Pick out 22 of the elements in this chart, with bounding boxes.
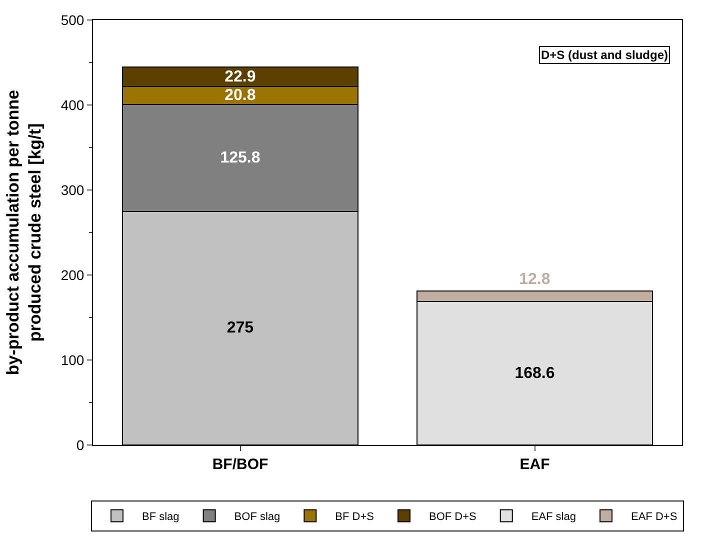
legend-label: BOF D+S [428, 511, 476, 524]
data-label: 22.9 [224, 68, 256, 86]
data-label: 12.8 [519, 270, 550, 288]
x-tick-label: EAF [520, 456, 550, 473]
y-tick-label: 300 [60, 182, 84, 198]
data-label: 20.8 [224, 86, 256, 104]
data-label: 168.6 [514, 364, 555, 382]
legend-label: BF D+S [335, 511, 374, 524]
legend-label: BOF slag [234, 511, 280, 524]
data-label: 275 [226, 320, 254, 337]
y-tick-label: 0 [76, 436, 84, 453]
annotation: D+S (dust and sludge) [541, 48, 668, 62]
y-axis-title: by-product accumulation per tonne produced crude steel [kg/t] [3, 90, 44, 376]
legend-label: EAF slag [531, 511, 576, 524]
legend-label: BF slag [142, 511, 180, 524]
y-tick-label: 200 [60, 266, 84, 283]
y-tick-label: 500 [60, 12, 84, 28]
legend-label: EAF D+S [631, 511, 678, 524]
y-tick-label: 100 [60, 352, 84, 368]
data-label: 125.8 [220, 149, 260, 166]
x-tick-label: BF/BOF [212, 456, 268, 473]
y-tick-label: 400 [60, 96, 84, 113]
